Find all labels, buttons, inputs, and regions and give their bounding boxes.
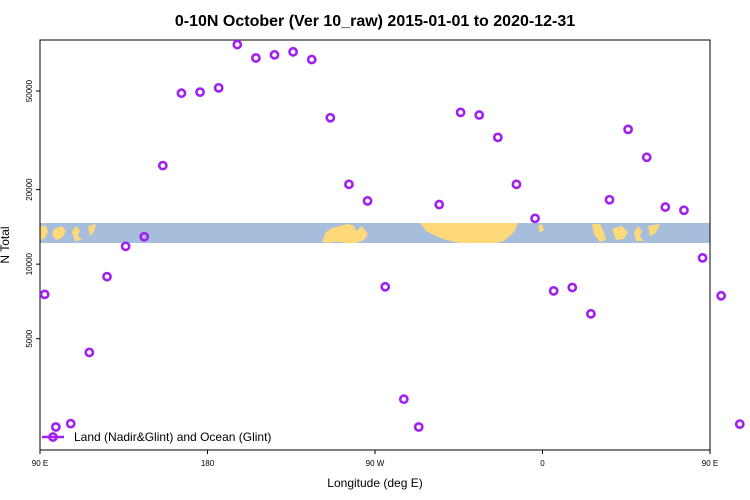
map-land-borneo — [52, 226, 66, 240]
x-tick-label: 90 E — [702, 459, 718, 468]
data-point — [120, 241, 131, 252]
y-tick-label: 5000 — [25, 329, 34, 347]
map-land-borneo-east — [612, 226, 628, 240]
data-point — [679, 205, 689, 216]
chart-title: 0-10N October (Ver 10_raw) 2015-01-01 to… — [175, 13, 575, 30]
y-tick-label: 10000 — [25, 252, 34, 275]
data-point — [157, 160, 168, 171]
data-points — [39, 39, 745, 432]
map-land-sumatra — [40, 226, 48, 240]
data-point — [344, 179, 354, 190]
data-point — [434, 199, 445, 210]
y-axis: 5000 10000 20000 50000 — [25, 79, 40, 348]
y-axis-label: N Total — [0, 226, 12, 263]
data-point — [176, 88, 187, 99]
data-point — [585, 308, 596, 319]
data-point — [623, 124, 634, 135]
map-land-sulawesi-east — [634, 226, 644, 241]
x-tick-label: 180 — [201, 459, 215, 468]
data-point — [325, 112, 336, 123]
data-point — [39, 289, 50, 300]
data-point — [530, 213, 540, 224]
data-point — [50, 422, 61, 432]
map-land-sulawesi — [72, 226, 82, 241]
data-point — [195, 87, 205, 98]
map-land-malay — [592, 224, 606, 242]
data-point — [362, 196, 373, 206]
map-ocean — [40, 223, 710, 243]
data-point — [398, 394, 409, 405]
data-point — [288, 46, 299, 57]
plot-frame — [39, 39, 711, 451]
data-point — [548, 285, 559, 296]
y-tick-label: 20000 — [25, 178, 34, 201]
data-point — [492, 132, 503, 143]
data-point — [734, 419, 745, 430]
data-point — [660, 202, 671, 212]
y-tick-label: 50000 — [25, 79, 34, 102]
x-axis: 90 E 180 90 W 0 90 E — [32, 450, 718, 468]
data-point — [641, 152, 652, 163]
data-point — [413, 422, 424, 432]
x-tick-label: 0 — [540, 459, 545, 468]
data-point — [455, 107, 466, 118]
x-tick-label: 90 W — [366, 459, 385, 468]
data-point — [306, 54, 317, 65]
legend-marker — [48, 432, 58, 442]
data-point — [567, 282, 578, 293]
data-point — [232, 39, 243, 50]
x-tick-label: 90 E — [32, 459, 48, 468]
data-point — [84, 347, 95, 358]
data-point — [511, 179, 522, 190]
data-point — [102, 271, 112, 282]
map-land-central-america — [322, 224, 368, 243]
data-point — [250, 53, 261, 63]
data-point — [213, 82, 224, 93]
data-point — [716, 290, 727, 301]
data-point — [269, 49, 280, 60]
data-point — [697, 252, 708, 263]
map-land-new-guinea — [88, 224, 96, 236]
legend-label: Land (Nadir&Glint) and Ocean (Glint) — [74, 430, 271, 444]
data-point — [380, 281, 391, 292]
map-strip — [40, 223, 710, 243]
legend: Land (Nadir&Glint) and Ocean (Glint) — [42, 430, 271, 444]
data-point — [65, 418, 76, 429]
map-land-africa — [420, 223, 518, 243]
data-point — [474, 110, 485, 120]
map-land-sri-lanka — [538, 224, 544, 233]
x-axis-label: Longitude (deg E) — [327, 476, 422, 490]
data-point — [604, 194, 615, 205]
map-land-new-guinea-east — [648, 224, 660, 236]
data-point — [139, 231, 150, 242]
